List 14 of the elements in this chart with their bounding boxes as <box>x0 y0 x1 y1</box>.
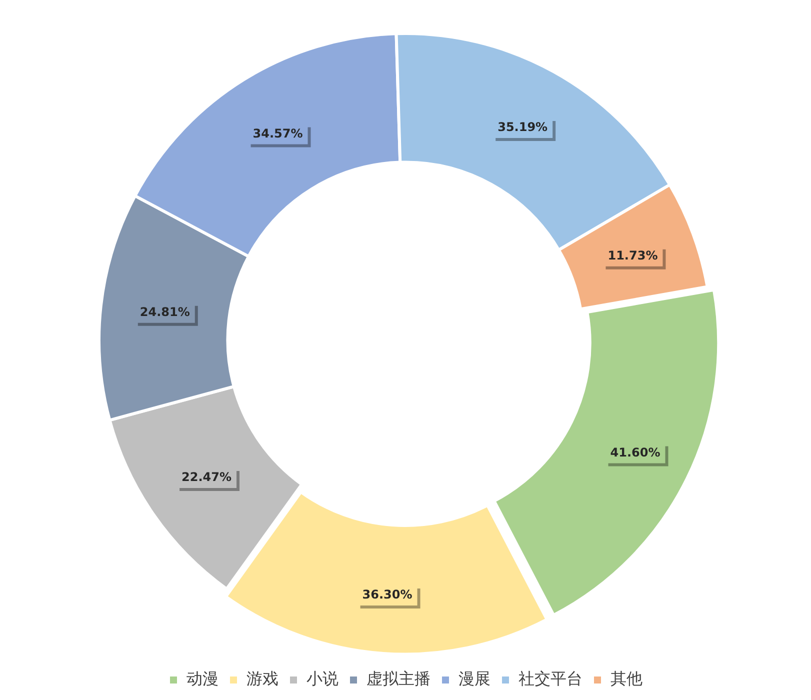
legend-label: 其他 <box>610 669 642 688</box>
legend-label: 动漫 <box>186 669 218 688</box>
legend-label: 游戏 <box>246 669 278 688</box>
data-label: 22.47% <box>182 470 232 484</box>
legend-label: 小说 <box>306 669 338 688</box>
data-label: 36.30% <box>362 588 412 602</box>
legend-label: 虚拟主播 <box>366 669 430 688</box>
data-label: 34.57% <box>252 126 303 140</box>
legend-label: 社交平台 <box>518 669 582 688</box>
data-label: 35.19% <box>498 120 548 134</box>
data-label: 41.60% <box>610 445 660 460</box>
data-label: 11.73% <box>608 248 658 262</box>
legend-label: 漫展 <box>458 669 490 688</box>
data-label: 24.81% <box>140 304 190 319</box>
